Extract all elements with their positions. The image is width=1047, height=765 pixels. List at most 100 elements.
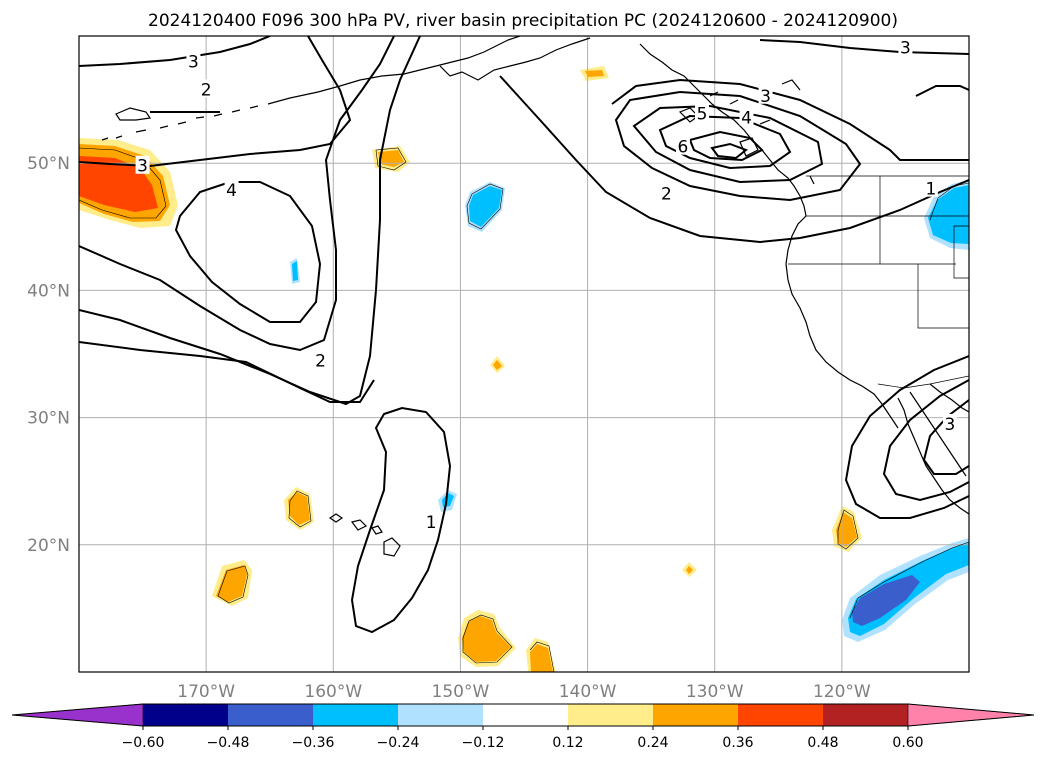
- pv-contour-line: [79, 341, 375, 403]
- pv-contour-line: [499, 75, 969, 244]
- coastline-alaska: [267, 36, 521, 105]
- precip-outline: [529, 641, 555, 672]
- lat-tick-label: 50°N: [27, 154, 70, 174]
- contour-label-bg: [898, 37, 913, 56]
- contour-label: 2: [661, 185, 672, 205]
- contour-label: 1: [925, 180, 936, 200]
- precip-negative-area: [292, 261, 298, 281]
- contour-label: 5: [697, 105, 708, 125]
- colorbar-swatch: [228, 704, 313, 726]
- precip-positive-area: [585, 70, 604, 77]
- contour-label-bg: [695, 103, 709, 122]
- precip-positive-area: [216, 565, 247, 602]
- contour-label-bg: [224, 179, 239, 198]
- longitude-tick-labels: 170°W 160°W 150°W 140°W 130°W 120°W: [177, 682, 871, 702]
- coastlines: [101, 36, 969, 557]
- lon-tick-label: 170°W: [177, 682, 235, 702]
- colorbar-tick-label: 0.24: [637, 735, 668, 751]
- contour-label: 3: [188, 52, 199, 72]
- contour-label: 1: [426, 513, 437, 533]
- precipitation-outlines: [79, 147, 969, 672]
- colorbar-swatch: [483, 704, 568, 726]
- pv-contour-line: [882, 379, 969, 502]
- contour-label: 3: [137, 157, 148, 177]
- contour-label-bg: [675, 136, 690, 155]
- precip-outline: [929, 182, 969, 221]
- precip-outline: [79, 147, 167, 219]
- contour-label: 6: [678, 138, 689, 158]
- precip-negative-area: [928, 185, 969, 244]
- colorbar-tick-label: −0.12: [462, 735, 505, 751]
- precip-positive-area: [686, 566, 693, 574]
- pv-contour-line: [759, 39, 969, 55]
- lat-tick-label: 40°N: [27, 281, 70, 301]
- coastline-mexico: [929, 383, 969, 413]
- contour-label-bg: [199, 79, 214, 98]
- contour-label-bg: [739, 107, 754, 126]
- coastline-aleutians: [101, 105, 259, 141]
- colorbar: −0.60 −0.48 −0.36 −0.24 −0.12 0.12 0.24 0.36 0.4…: [11, 703, 1035, 751]
- pv-contour-line: [79, 36, 395, 352]
- pv-contour-line: [611, 78, 969, 161]
- precip-outline: [288, 490, 312, 528]
- coastline-us-west: [785, 215, 899, 429]
- contour-label: 3: [945, 415, 956, 435]
- precip-negative-area: [852, 575, 920, 626]
- contour-label-bg: [313, 350, 328, 369]
- pv-contour-line: [922, 399, 969, 475]
- pv-contour-line: [688, 130, 764, 162]
- colorbar-tick-label: 0.60: [892, 735, 923, 751]
- contour-label-bg: [942, 413, 957, 432]
- colorbar-tick-label: −0.24: [377, 735, 420, 751]
- coastline-alaska-interior: [439, 37, 591, 81]
- contour-label-bg: [923, 178, 938, 197]
- precip-outline: [462, 614, 513, 664]
- coastline-gulf-california: [909, 391, 967, 477]
- contour-label: 2: [201, 80, 212, 100]
- coastline-islands: [678, 79, 815, 185]
- map-frame: [78, 35, 970, 673]
- colorbar-tick-label: −0.60: [122, 735, 165, 751]
- precip-outline: [375, 147, 407, 171]
- lon-tick-label: 120°W: [813, 682, 871, 702]
- colorbar-tick-label: 0.36: [722, 735, 753, 751]
- precip-negative-area: [469, 186, 502, 227]
- coastline-panhandle: [639, 43, 807, 217]
- lat-tick-label: 30°N: [27, 409, 70, 429]
- graticule: [79, 36, 969, 672]
- colorbar-swatch: [143, 704, 228, 726]
- contour-label: 2: [315, 351, 326, 371]
- figure-title: 2024120400 F096 300 hPa PV, river basin …: [148, 11, 898, 31]
- lon-tick-label: 130°W: [686, 682, 744, 702]
- colorbar-extend-high: [907, 703, 1035, 727]
- colorbar-swatch: [313, 704, 398, 726]
- colorbar-swatch: [398, 704, 483, 726]
- precip-outline: [837, 509, 859, 550]
- pv-contour-line: [844, 355, 969, 519]
- pv-contour-line: [915, 85, 969, 97]
- pv-contour-line: [79, 36, 421, 406]
- contour-label-bg: [424, 511, 439, 530]
- pv-contour-line: [632, 104, 824, 184]
- precipitation-shading: [79, 66, 969, 672]
- colorbar-tick-label: −0.36: [292, 735, 335, 751]
- contour-label-bg: [758, 85, 773, 104]
- pv-contour-line: [350, 406, 452, 634]
- pv-contour-line: [614, 90, 862, 202]
- lat-tick-label: 20°N: [27, 536, 70, 556]
- colorbar-swatch: [823, 704, 908, 726]
- precip-positive-area: [493, 360, 502, 370]
- colorbar-tick-label: 0.48: [807, 735, 838, 751]
- colorbar-swatch: [653, 704, 738, 726]
- pv-contour-line: [79, 36, 271, 67]
- pv-contour-line: [174, 181, 322, 323]
- coastline-hawaii: [328, 513, 401, 557]
- contour-label-bg: [659, 183, 674, 202]
- colorbar-extend-low: [11, 703, 144, 727]
- precip-positive-area: [836, 512, 857, 547]
- border-us-mexico: [877, 375, 969, 389]
- precip-outline: [217, 565, 249, 604]
